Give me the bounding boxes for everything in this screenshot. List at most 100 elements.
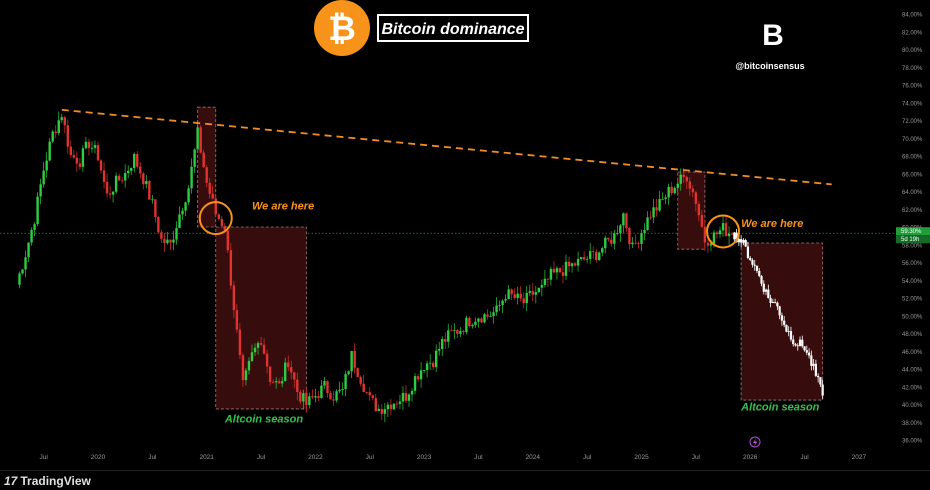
- candle-body: [356, 367, 359, 378]
- candle-body: [238, 329, 242, 356]
- projection-candle-body: [780, 315, 784, 321]
- candle-body: [196, 127, 199, 150]
- svg-text:B: B: [762, 19, 784, 52]
- projection-candle-body: [812, 363, 815, 366]
- candle-body: [217, 214, 220, 219]
- candle-body: [513, 294, 516, 299]
- candle-body: [531, 291, 534, 295]
- we-are-here-label: We are here: [741, 218, 803, 230]
- projection-candle-body: [755, 265, 759, 271]
- candle-body: [268, 366, 272, 382]
- resistance-trend-line: [61, 108, 832, 186]
- projection-candle-body: [814, 363, 817, 376]
- candle-body: [419, 370, 423, 380]
- y-tick-label: 58.00%: [902, 243, 923, 249]
- projection-candle-body: [805, 350, 808, 353]
- projection-candle-body: [810, 355, 813, 366]
- candle-body: [664, 197, 667, 199]
- candle-body: [187, 188, 190, 203]
- y-tick-label: 52.00%: [902, 297, 923, 303]
- candle-body: [235, 310, 239, 330]
- candle-body: [229, 250, 233, 286]
- candle-body: [81, 148, 85, 167]
- candle-body: [90, 147, 94, 149]
- candle-body: [232, 285, 236, 311]
- candle-body: [456, 330, 459, 334]
- candle-body: [543, 278, 547, 286]
- projection-candle-body: [796, 345, 799, 347]
- x-tick-label: 2026: [743, 454, 758, 461]
- candle-body: [302, 393, 305, 402]
- candle-body: [591, 251, 595, 252]
- candle-body: [712, 232, 716, 244]
- candle-body: [667, 186, 670, 198]
- y-tick-label: 68.00%: [902, 155, 923, 161]
- candle-body: [477, 318, 480, 322]
- candle-body: [139, 166, 142, 174]
- candle-body: [395, 403, 399, 405]
- x-tick-label: Jul: [474, 454, 483, 461]
- candle-body: [99, 160, 103, 171]
- candle-body: [111, 191, 115, 195]
- candle-body: [220, 218, 223, 226]
- candle-body: [471, 324, 474, 327]
- candle-body: [634, 242, 637, 244]
- current-price-label: 59.30%: [901, 229, 922, 235]
- x-tick-label: Jul: [257, 454, 266, 461]
- projection-candle-body: [817, 375, 820, 378]
- projection-candle-body: [753, 264, 756, 266]
- y-tick-label: 72.00%: [902, 119, 923, 125]
- projection-candle-body: [801, 339, 804, 347]
- candle-body: [688, 181, 692, 189]
- candle-body: [416, 376, 420, 380]
- candle-body: [208, 182, 211, 194]
- y-tick-label: 42.00%: [902, 385, 923, 391]
- candle-body: [703, 226, 707, 243]
- candle-body: [377, 409, 381, 412]
- candle-body: [576, 258, 580, 266]
- candle-body: [148, 181, 151, 200]
- x-tick-label: Jul: [39, 454, 48, 461]
- candle-body: [459, 331, 462, 334]
- projection-candle-body: [746, 246, 750, 258]
- candle-body: [157, 217, 160, 233]
- candle-body: [105, 181, 109, 194]
- candle-body: [226, 230, 230, 251]
- y-tick-label: 62.00%: [902, 208, 923, 214]
- bitcoin-logo-icon: ₿: [314, 0, 370, 56]
- projection-candle-body: [821, 384, 824, 396]
- candle-body: [259, 343, 263, 345]
- candle-body: [78, 163, 82, 167]
- candle-body: [404, 392, 408, 401]
- candle-body: [573, 263, 577, 266]
- x-tick-label: Jul: [800, 454, 809, 461]
- candle-body: [108, 193, 112, 195]
- candle-body: [33, 224, 36, 230]
- candle-body: [431, 362, 435, 368]
- candle-body: [718, 230, 722, 235]
- candle-body: [595, 251, 598, 260]
- highlight-box: [215, 226, 307, 410]
- highlight-box: [677, 171, 706, 250]
- candle-body: [253, 347, 257, 353]
- candle-body: [365, 392, 368, 393]
- candle-body: [262, 344, 266, 354]
- candle-body: [658, 199, 661, 211]
- candle-body: [450, 330, 453, 332]
- candle-body: [585, 258, 589, 260]
- candle-body: [413, 376, 417, 391]
- candle-body: [401, 392, 405, 402]
- candle-body: [643, 230, 646, 234]
- candle-body: [721, 223, 725, 231]
- candle-body: [428, 362, 432, 364]
- candle-body: [39, 184, 42, 197]
- trend-line-layer: [61, 108, 832, 186]
- projection-candle-body: [764, 289, 768, 292]
- candle-body: [489, 316, 492, 317]
- candle-body: [63, 117, 66, 126]
- tradingview-mark-icon: 17: [4, 474, 18, 488]
- candle-body: [199, 127, 202, 153]
- candle-body: [646, 217, 649, 231]
- candle-body: [102, 170, 106, 182]
